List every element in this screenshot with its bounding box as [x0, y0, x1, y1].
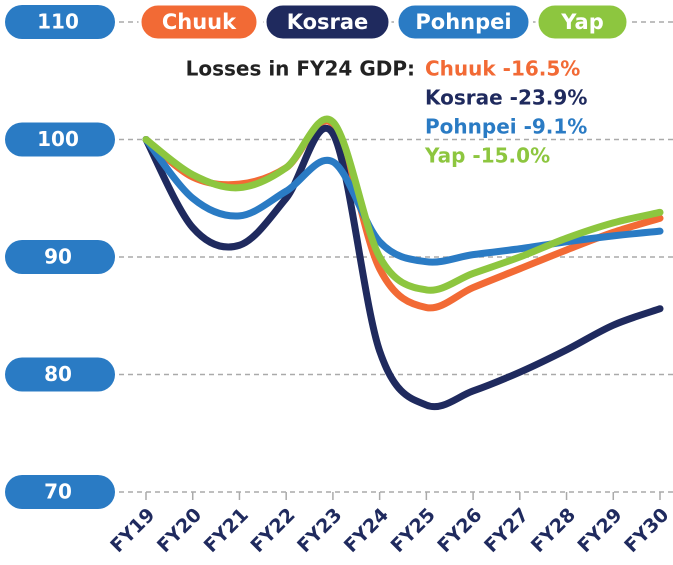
series-line — [142, 117, 664, 312]
x-tick-label: FY24 — [340, 504, 393, 557]
x-tick-label: FY20 — [153, 504, 206, 557]
legend-pill — [395, 2, 532, 42]
annotation: Kosrae -23.9% — [425, 86, 587, 110]
y-tick-pill — [5, 240, 115, 274]
annotation: Yap -15.0% — [424, 144, 550, 168]
x-tick-label: FY27 — [480, 504, 533, 557]
legend-pill — [138, 2, 260, 42]
x-tick-label: FY19 — [106, 504, 159, 557]
legend-pill — [535, 2, 630, 42]
y-tick-pill — [5, 122, 115, 157]
y-tick-pill — [5, 357, 115, 392]
annotation: Pohnpei -9.1% — [425, 115, 587, 139]
y-tick-pill — [5, 475, 115, 509]
legend-label: Chuuk — [162, 10, 237, 34]
y-tick-label: 100 — [37, 127, 79, 151]
y-tick-pill — [5, 5, 115, 39]
x-tick-label: FY30 — [620, 504, 673, 557]
legend-label: Pohnpei — [415, 10, 511, 34]
x-tick-label: FY29 — [574, 504, 627, 557]
legend-label: Kosrae — [287, 10, 369, 34]
legend-pill — [263, 2, 392, 42]
y-tick-label: 80 — [44, 362, 72, 386]
x-tick-label: FY28 — [527, 504, 580, 557]
legend-label: Yap — [560, 10, 603, 34]
annotation-title: Losses in FY24 GDP: — [186, 57, 415, 81]
series-line — [142, 115, 664, 294]
x-tick-label: FY21 — [200, 504, 253, 557]
x-tick-label: FY25 — [387, 504, 440, 557]
y-tick-label: 90 — [44, 245, 72, 269]
y-tick-label: 110 — [37, 10, 79, 34]
x-tick-label: FY26 — [433, 504, 486, 557]
series-line — [142, 124, 664, 411]
x-tick-label: FY23 — [293, 504, 346, 557]
x-tick-label: FY22 — [246, 504, 299, 557]
y-tick-label: 70 — [44, 480, 72, 504]
annotation: Chuuk -16.5% — [425, 57, 580, 81]
